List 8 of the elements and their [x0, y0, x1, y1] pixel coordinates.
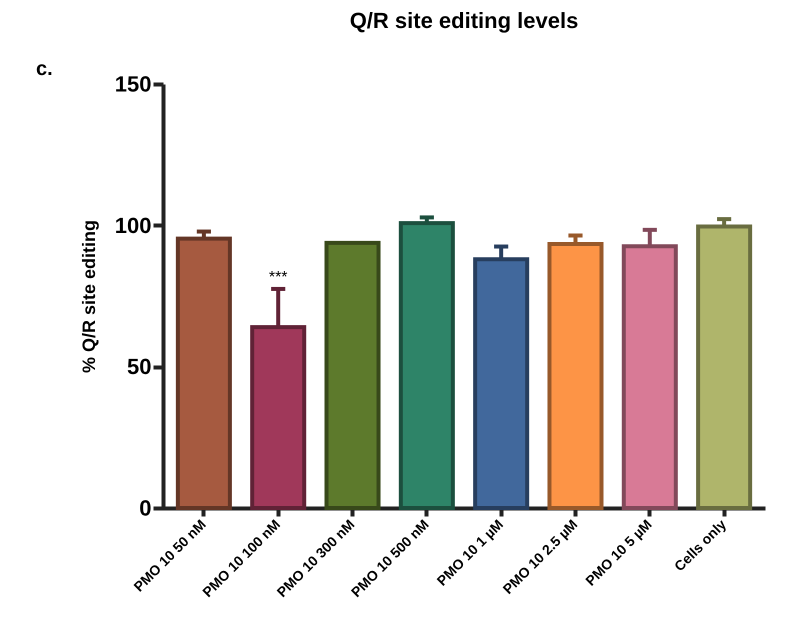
- y-axis-title: % Q/R site editing: [78, 220, 99, 374]
- annotation: ***: [268, 268, 288, 286]
- y-tick-label: 0: [139, 496, 152, 520]
- chart-title: Q/R site editing levels: [350, 8, 578, 33]
- text: c.: [36, 58, 53, 81]
- y-tick-label: 100: [114, 212, 152, 238]
- y-tick-label: 50: [127, 354, 152, 380]
- y-tick-label: 150: [114, 72, 152, 96]
